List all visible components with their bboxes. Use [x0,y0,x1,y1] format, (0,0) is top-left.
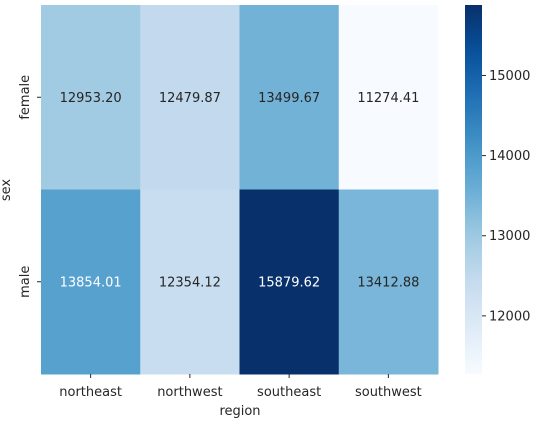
colorbar-tick-label: 13000 [489,229,530,244]
colorbar-tick-label: 15000 [489,69,530,84]
heatmap-cell-male-northeast [41,189,141,375]
cell-value-male-northwest: 12354.12 [159,275,221,290]
x-axis-label: region [219,404,260,419]
heatmap-cell-female-southeast [239,5,340,190]
cell-value-female-southwest: 11274.41 [357,91,419,106]
heatmap-cell-female-northeast [41,5,141,190]
x-axis: northeast northwest southeast southwest [59,374,422,400]
x-tick-label-southwest: southwest [355,385,422,400]
y-axis: female male [18,75,41,298]
heatmap-cell-male-southwest [338,189,439,375]
heatmap-cell-female-northwest [140,5,240,190]
x-tick-label-northeast: northeast [59,385,122,400]
x-tick-label-northwest: northwest [157,385,222,400]
cell-value-male-southeast: 15879.62 [258,275,320,290]
colorbar-tick-label: 14000 [489,149,530,164]
y-tick-label-female: female [18,75,33,120]
cell-value-female-southeast: 13499.67 [258,91,320,106]
heatmap-cell-female-southwest [338,5,439,190]
y-axis-label: sex [0,179,14,202]
colorbar-tick-label: 12000 [489,309,530,324]
colorbar: 12000 13000 14000 15000 [465,5,530,374]
colorbar-gradient [465,5,482,374]
cell-value-female-northeast: 12953.20 [60,91,122,106]
cell-value-male-southwest: 13412.88 [357,275,419,290]
cell-value-male-northeast: 13854.01 [60,275,122,290]
x-tick-label-southeast: southeast [257,385,321,400]
cell-value-female-northwest: 12479.87 [159,91,221,106]
cell-value-labels: 12953.20 12479.87 13499.67 11274.41 13854.01… [60,91,420,291]
heatmap-cell-male-northwest [140,189,240,375]
y-tick-label-male: male [18,266,33,298]
heatmap-cell-male-southeast [239,189,340,375]
heatmap-cells [41,5,439,375]
